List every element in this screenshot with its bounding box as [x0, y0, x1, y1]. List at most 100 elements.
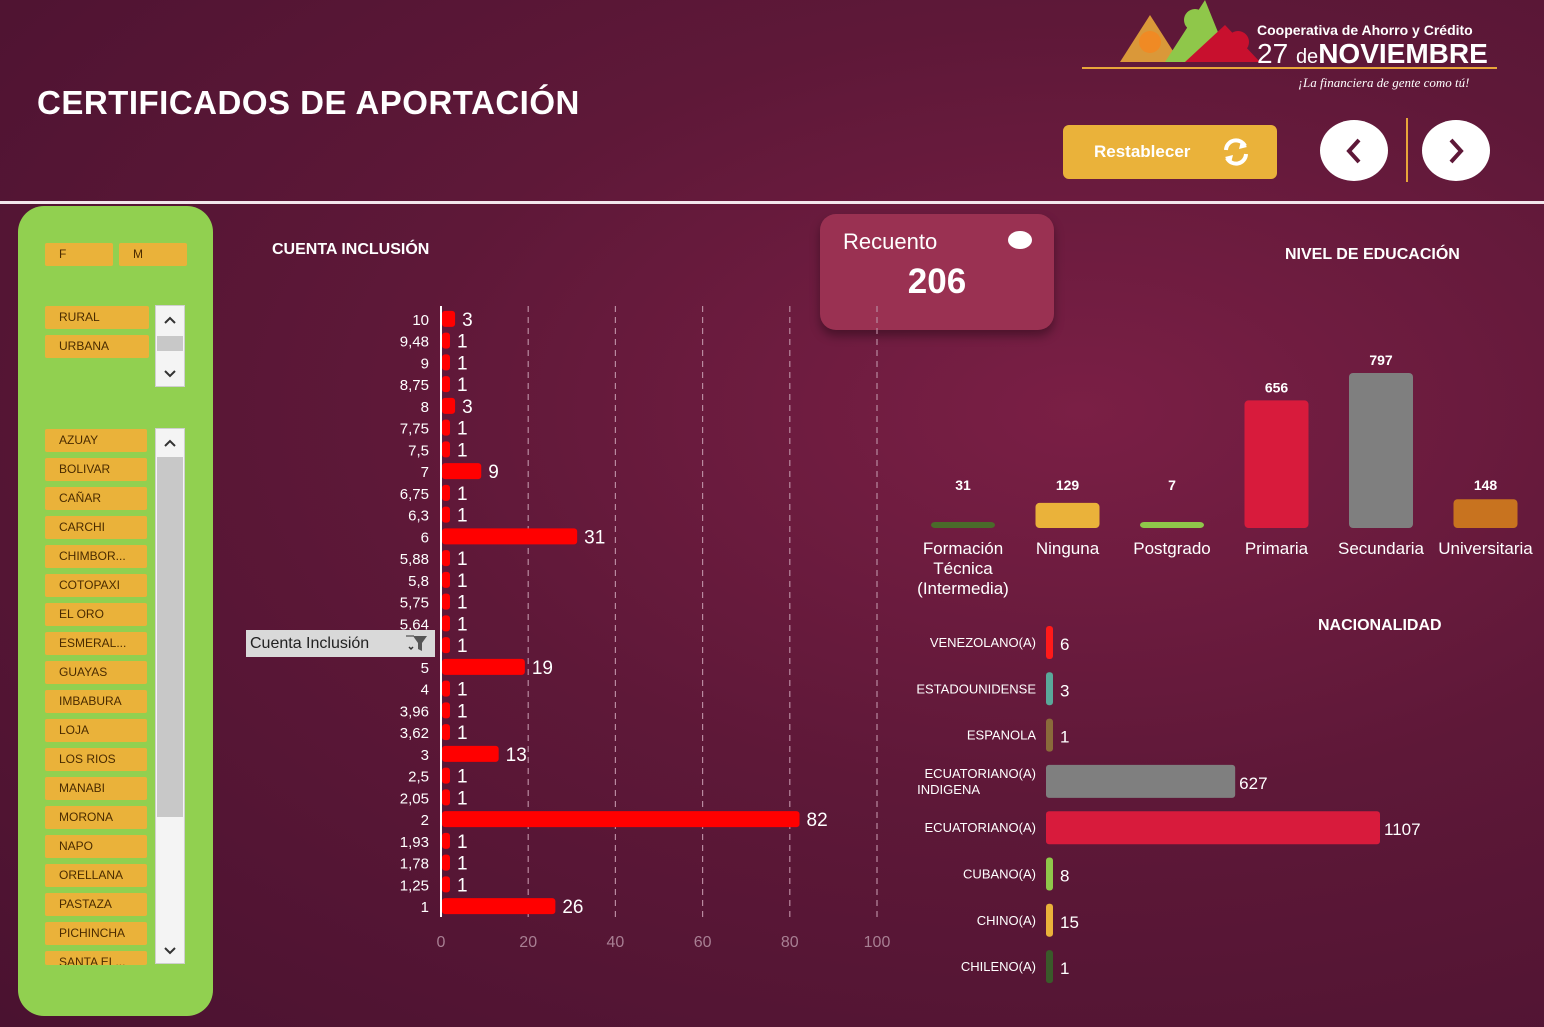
slicer-province-item[interactable]: PICHINCHA	[45, 922, 147, 945]
slicer-province-item[interactable]: SANTA EL...	[45, 951, 147, 965]
slicer-province-item[interactable]: IMBABURA	[45, 690, 147, 713]
bar[interactable]	[442, 419, 450, 436]
bar-value-label: 1	[457, 353, 468, 374]
slicer-province-item[interactable]: CARCHI	[45, 516, 147, 539]
slicer-gender-f[interactable]: F	[45, 243, 113, 266]
y-tick-label: 5,88	[400, 551, 429, 568]
bar[interactable]	[442, 789, 450, 806]
chevron-right-icon	[1449, 138, 1464, 163]
slicer-province-item[interactable]: MORONA	[45, 806, 147, 829]
bar[interactable]	[442, 658, 525, 675]
kpi-value: 206	[907, 262, 967, 301]
slicer-province-item[interactable]: CHIMBOR...	[45, 545, 147, 568]
bar[interactable]	[442, 811, 800, 828]
scroll-down-icon[interactable]	[156, 939, 184, 963]
bar[interactable]	[1046, 811, 1380, 845]
scroll-down-icon[interactable]	[156, 362, 184, 386]
slicer-province-item[interactable]: CAÑAR	[45, 487, 147, 510]
slicer-province-item[interactable]: ESMERAL...	[45, 632, 147, 655]
toggle-icon[interactable]	[1008, 231, 1032, 249]
y-tick-label: 7,75	[400, 421, 429, 438]
bar-value-label: 26	[562, 897, 583, 918]
province-scrollbar[interactable]	[155, 428, 185, 964]
bar[interactable]	[442, 876, 450, 893]
scroll-thumb[interactable]	[157, 336, 183, 351]
bar[interactable]	[1140, 522, 1204, 528]
bar[interactable]	[442, 724, 450, 741]
y-tick-label: ESPANOLA	[967, 728, 1036, 743]
bar[interactable]	[442, 354, 450, 371]
slicer-province-item[interactable]: AZUAY	[45, 429, 147, 452]
bar[interactable]	[1046, 672, 1053, 706]
slicer-province-item[interactable]: GUAYAS	[45, 661, 147, 684]
bar[interactable]	[442, 680, 450, 697]
bar[interactable]	[1046, 764, 1236, 798]
y-tick-label: 1,93	[400, 834, 429, 851]
bar[interactable]	[1046, 718, 1053, 752]
y-tick-label: 6,75	[400, 486, 429, 503]
slicer-panel: F M RURAL URBANA AZUAY BOLIVAR CAÑAR CARCHI…	[18, 206, 213, 1016]
slicer-zone-urbana[interactable]: URBANA	[45, 335, 149, 358]
slicer-province-item[interactable]: PASTAZA	[45, 893, 147, 916]
bar[interactable]	[442, 484, 450, 501]
bar[interactable]	[442, 528, 578, 545]
bar[interactable]	[1046, 857, 1053, 891]
bar[interactable]	[442, 637, 450, 654]
bar[interactable]	[442, 898, 556, 915]
bar[interactable]	[442, 506, 450, 523]
slicer-province-item[interactable]: LOS RIOS	[45, 748, 147, 771]
scroll-up-icon[interactable]	[156, 308, 184, 332]
bar[interactable]	[1453, 499, 1518, 528]
bar[interactable]	[442, 832, 450, 849]
y-tick-label: 3,62	[400, 725, 429, 742]
slicer-gender-m[interactable]: M	[119, 243, 187, 266]
bar[interactable]	[1244, 400, 1309, 528]
bar[interactable]	[1046, 950, 1053, 984]
slicer-province-item[interactable]: NAPO	[45, 835, 147, 858]
bar[interactable]	[442, 745, 499, 762]
bar[interactable]	[442, 310, 456, 327]
scroll-thumb[interactable]	[157, 457, 183, 817]
slicer-province-item[interactable]: BOLIVAR	[45, 458, 147, 481]
bar[interactable]	[1035, 502, 1100, 528]
bar[interactable]	[442, 441, 450, 458]
bar[interactable]	[1046, 903, 1053, 937]
bar[interactable]	[1349, 373, 1413, 528]
education-chart: 31 Formación Técnica (Intermedia) 129 Ninguna…	[917, 352, 1533, 598]
previous-page-button[interactable]	[1320, 120, 1388, 181]
org-number: 27	[1257, 38, 1289, 69]
x-tick-label: Ninguna	[1036, 539, 1100, 558]
bar[interactable]	[1046, 626, 1053, 659]
slicer-province-item[interactable]: MANABI	[45, 777, 147, 800]
bar[interactable]	[442, 463, 482, 480]
y-tick-label: 3,96	[400, 703, 429, 720]
slicer-province-item[interactable]: LOJA	[45, 719, 147, 742]
bar[interactable]	[931, 521, 995, 528]
bar-value-label: 148	[1474, 477, 1498, 493]
slicer-zone-rural[interactable]: RURAL	[45, 306, 149, 329]
bar[interactable]	[442, 854, 450, 871]
nationality-chart: VENEZOLANO(A) 6 ESTADOUNIDENSE 3 ESPANOLA 1 EC…	[916, 626, 1420, 984]
bar[interactable]	[442, 571, 450, 588]
bar[interactable]	[442, 550, 450, 567]
bar[interactable]	[442, 615, 450, 632]
funnel-icon[interactable]	[405, 634, 429, 654]
logo-mark	[1120, 0, 1260, 62]
bar-value-label: 627	[1239, 774, 1267, 793]
zone-scrollbar[interactable]	[155, 305, 185, 387]
bar-value-label: 1	[457, 701, 468, 722]
scroll-up-icon[interactable]	[156, 431, 184, 455]
bar[interactable]	[442, 702, 450, 719]
reset-button[interactable]: Restablecer	[1063, 125, 1277, 179]
slicer-province-item[interactable]: COTOPAXI	[45, 574, 147, 597]
bar-value-label: 7	[1168, 477, 1176, 493]
bar[interactable]	[442, 767, 450, 784]
bar[interactable]	[442, 332, 450, 349]
bar[interactable]	[442, 397, 456, 414]
filter-chip[interactable]: Cuenta Inclusión	[246, 630, 435, 657]
bar[interactable]	[442, 376, 450, 393]
next-page-button[interactable]	[1422, 120, 1490, 181]
slicer-province-item[interactable]: ORELLANA	[45, 864, 147, 887]
bar[interactable]	[442, 593, 450, 610]
slicer-province-item[interactable]: EL ORO	[45, 603, 147, 626]
